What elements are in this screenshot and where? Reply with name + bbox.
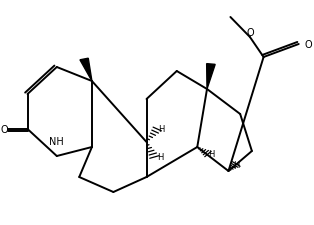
Text: O: O xyxy=(305,40,312,50)
Text: H: H xyxy=(208,150,214,159)
Text: H: H xyxy=(233,160,240,169)
Text: O: O xyxy=(246,28,254,38)
Text: O: O xyxy=(0,124,8,134)
Polygon shape xyxy=(207,64,215,90)
Text: NH: NH xyxy=(49,136,64,146)
Text: H: H xyxy=(158,125,165,134)
Text: H: H xyxy=(157,153,164,162)
Polygon shape xyxy=(80,59,92,82)
